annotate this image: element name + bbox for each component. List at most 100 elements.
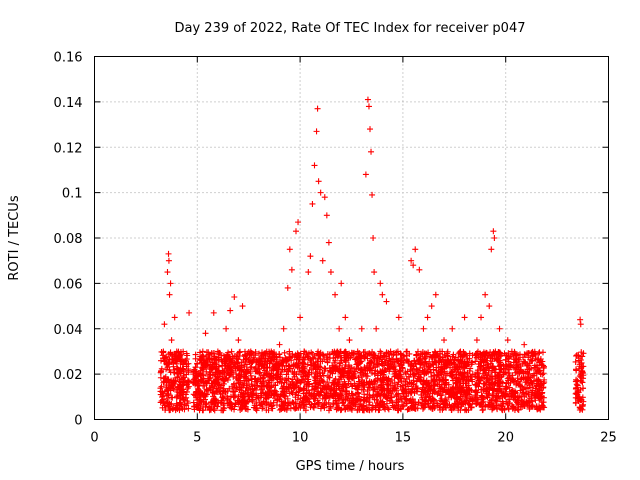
- baseline-point: [179, 356, 186, 363]
- baseline-point: [272, 362, 279, 369]
- baseline-point: [522, 360, 529, 367]
- data-point: [482, 291, 489, 298]
- baseline-point: [237, 407, 244, 414]
- baseline-point: [385, 406, 392, 413]
- baseline-point: [368, 367, 375, 374]
- data-point: [247, 348, 254, 355]
- baseline-point: [192, 351, 199, 358]
- baseline-point: [243, 406, 250, 413]
- baseline-point: [264, 364, 271, 371]
- baseline-point: [579, 363, 586, 370]
- baseline-point: [199, 348, 206, 355]
- baseline-point: [238, 359, 245, 366]
- baseline-point: [538, 399, 545, 406]
- data-point: [478, 314, 485, 321]
- baseline-point: [395, 375, 402, 382]
- baseline-point: [200, 364, 207, 371]
- baseline-point: [200, 378, 207, 385]
- baseline-point: [486, 386, 493, 393]
- baseline-point: [390, 384, 397, 391]
- baseline-point: [281, 366, 288, 373]
- baseline-point: [270, 372, 277, 379]
- baseline-point: [281, 392, 288, 399]
- baseline-point: [538, 358, 545, 365]
- baseline-point: [190, 391, 197, 398]
- baseline-point: [578, 405, 585, 412]
- baseline-point: [362, 372, 369, 379]
- baseline-point: [180, 359, 187, 366]
- data-point: [576, 393, 583, 400]
- baseline-point: [273, 374, 280, 381]
- baseline-point: [467, 395, 474, 402]
- baseline-point: [214, 403, 221, 410]
- baseline-point: [289, 381, 296, 388]
- baseline-point: [429, 390, 436, 397]
- y-axis-ticks: 0 0.02 0.04 0.06 0.08 0.1 0.12 0.14 0.16: [54, 51, 609, 429]
- baseline-point: [434, 371, 441, 378]
- baseline-point: [355, 360, 362, 367]
- baseline-point: [393, 392, 400, 399]
- baseline-point: [215, 376, 222, 383]
- baseline-point: [412, 401, 419, 408]
- baseline-point: [366, 360, 373, 367]
- data-point: [473, 337, 480, 344]
- baseline-point: [290, 385, 297, 392]
- baseline-point: [355, 390, 362, 397]
- baseline-point: [449, 368, 456, 375]
- baseline-point: [240, 397, 247, 404]
- y-tick-label: 0.1: [62, 187, 83, 202]
- data-point: [465, 382, 472, 389]
- baseline-point: [253, 368, 260, 375]
- baseline-point: [375, 407, 382, 414]
- data-point: [227, 307, 234, 314]
- baseline-point: [572, 400, 579, 407]
- data-point: [512, 359, 519, 366]
- baseline-point: [302, 375, 309, 382]
- baseline-point: [419, 384, 426, 391]
- baseline-point: [515, 355, 522, 362]
- baseline-point: [522, 351, 529, 358]
- baseline-point: [315, 400, 322, 407]
- baseline-point: [241, 380, 248, 387]
- baseline-point: [513, 381, 520, 388]
- baseline-point: [518, 375, 525, 382]
- baseline-point: [184, 385, 191, 392]
- baseline-point: [505, 374, 512, 381]
- data-point: [307, 253, 314, 260]
- baseline-point: [443, 381, 450, 388]
- baseline-point: [394, 397, 401, 404]
- baseline-point: [326, 374, 333, 381]
- data-point: [457, 348, 464, 355]
- x-axis-ticks: 0 5 10 15 20 25: [90, 56, 617, 446]
- data-point: [453, 371, 460, 378]
- baseline-point: [296, 401, 303, 408]
- data-point: [412, 246, 419, 253]
- baseline-point: [385, 376, 392, 383]
- baseline-point: [329, 362, 336, 369]
- baseline-point: [359, 376, 366, 383]
- baseline-point: [535, 368, 542, 375]
- baseline-point: [345, 363, 352, 370]
- baseline-point: [525, 389, 532, 396]
- baseline-point: [330, 350, 337, 357]
- baseline-point: [540, 384, 547, 391]
- baseline-point: [224, 369, 231, 376]
- baseline-point: [234, 397, 241, 404]
- baseline-point: [506, 384, 513, 391]
- baseline-point: [395, 396, 402, 403]
- baseline-point: [356, 393, 363, 400]
- data-point: [214, 348, 221, 355]
- baseline-point: [319, 395, 326, 402]
- baseline-point: [242, 356, 249, 363]
- baseline-point: [226, 372, 233, 379]
- baseline-point: [414, 367, 421, 374]
- baseline-point: [490, 392, 497, 399]
- baseline-point: [157, 374, 164, 381]
- baseline-point: [497, 353, 504, 360]
- baseline-point: [399, 398, 406, 405]
- data-point: [383, 298, 390, 305]
- baseline-point: [293, 370, 300, 377]
- baseline-point: [493, 352, 500, 359]
- data-point: [508, 348, 515, 355]
